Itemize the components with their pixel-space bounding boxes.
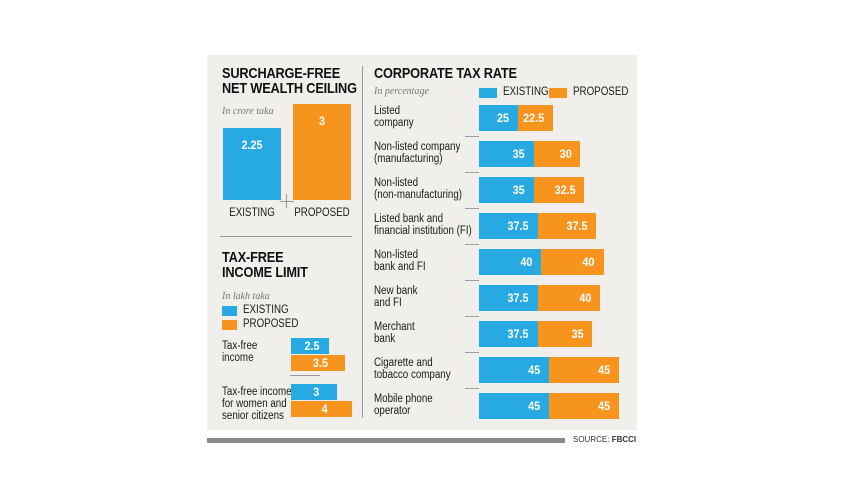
value-label: 22.5: [523, 111, 545, 125]
footer-bar: [207, 438, 565, 443]
category-label: PROPOSED: [294, 207, 350, 219]
value-label: 32.5: [554, 183, 576, 197]
category-label: Tax-free income for women and senior cit…: [222, 386, 292, 422]
bar: [541, 249, 604, 275]
value-label: 2.5: [304, 339, 320, 353]
category-label: Listed bank and financial institution (F…: [374, 213, 472, 237]
bar: [479, 249, 542, 275]
bar: [533, 141, 581, 167]
category-label: Mobile phone operator: [374, 393, 433, 417]
value-label: 37.5: [565, 219, 587, 233]
source: SOURCE: FBCCI: [573, 435, 636, 444]
value-label: 35: [512, 183, 525, 197]
value-label: 37.5: [507, 327, 529, 341]
legend-swatch: [222, 320, 237, 330]
value-label: 40: [578, 291, 591, 305]
value-label: 3: [318, 114, 326, 128]
value-label: 37.5: [507, 219, 529, 233]
bar: [479, 177, 534, 203]
row-separator: [290, 375, 320, 376]
bar: [479, 393, 550, 419]
bar: [549, 357, 620, 383]
chart-subtitle: In crore taka: [222, 106, 274, 117]
chart-title: SURCHARGE-FREE NET WEALTH CEILING: [222, 65, 357, 97]
source-name: FBCCI: [611, 435, 637, 444]
value-label: 25: [496, 111, 509, 125]
row-separator: [465, 280, 479, 281]
bar: [291, 384, 337, 400]
chart-title: TAX-FREE INCOME LIMIT: [222, 249, 308, 281]
divider: [220, 236, 352, 237]
value-label: 37.5: [507, 291, 529, 305]
legend-label: PROPOSED: [243, 318, 299, 330]
value-label: 30: [559, 147, 572, 161]
value-label: 3: [313, 385, 320, 399]
category-label: Non-listed company (manufacturing): [374, 141, 461, 165]
bar: [537, 285, 600, 311]
legend-swatch: [479, 88, 497, 98]
bar: [291, 401, 353, 417]
bar: [291, 355, 345, 371]
value-label: 45: [528, 399, 541, 413]
row-separator: [465, 388, 479, 389]
bar: [479, 105, 518, 131]
row-separator: [465, 352, 479, 353]
row-separator: [465, 316, 479, 317]
value-label: 2.25: [241, 138, 263, 152]
value-label: 4: [321, 402, 328, 416]
bar: [479, 285, 538, 311]
chart-title: CORPORATE TAX RATE: [374, 65, 517, 82]
category-label: New bank and FI: [374, 285, 418, 309]
legend-label: EXISTING: [503, 86, 549, 98]
bar: [537, 213, 596, 239]
row-separator: [465, 244, 479, 245]
bar: [479, 321, 538, 347]
bar: [223, 128, 281, 200]
chart-subtitle: In percentage: [374, 86, 429, 97]
chart-subtitle: In lakh taka: [222, 291, 270, 302]
value-label: 35: [512, 147, 525, 161]
row-separator: [465, 136, 479, 137]
legend-swatch: [549, 88, 567, 98]
category-label: Merchant bank: [374, 321, 415, 345]
source-label: SOURCE:: [573, 435, 610, 444]
bar: [537, 321, 593, 347]
value-label: 45: [528, 363, 541, 377]
category-label: Cigarette and tobacco company: [374, 357, 451, 381]
row-separator: [465, 208, 479, 209]
bar: [533, 177, 585, 203]
category-label: Non-listed (non-manufacturing): [374, 177, 463, 201]
bar: [293, 104, 351, 200]
bar: [549, 393, 620, 419]
legend-label: EXISTING: [243, 304, 289, 316]
value-label: 3.5: [312, 356, 328, 370]
bar: [479, 357, 550, 383]
value-label: 40: [582, 255, 595, 269]
category-label: Non-listed bank and FI: [374, 249, 426, 273]
category-label: Listed company: [374, 105, 414, 129]
value-label: 40: [520, 255, 533, 269]
bar: [479, 141, 534, 167]
category-label: EXISTING: [229, 207, 275, 219]
axis-tick: [280, 201, 294, 202]
divider: [362, 66, 363, 418]
value-label: 45: [598, 363, 611, 377]
legend-label: PROPOSED: [573, 86, 629, 98]
bar: [518, 105, 554, 131]
legend-swatch: [222, 306, 237, 316]
value-label: 45: [598, 399, 611, 413]
value-label: 35: [571, 327, 584, 341]
row-separator: [465, 172, 479, 173]
category-label: Tax-free income: [222, 340, 258, 364]
bar: [479, 213, 538, 239]
bar: [291, 338, 330, 354]
